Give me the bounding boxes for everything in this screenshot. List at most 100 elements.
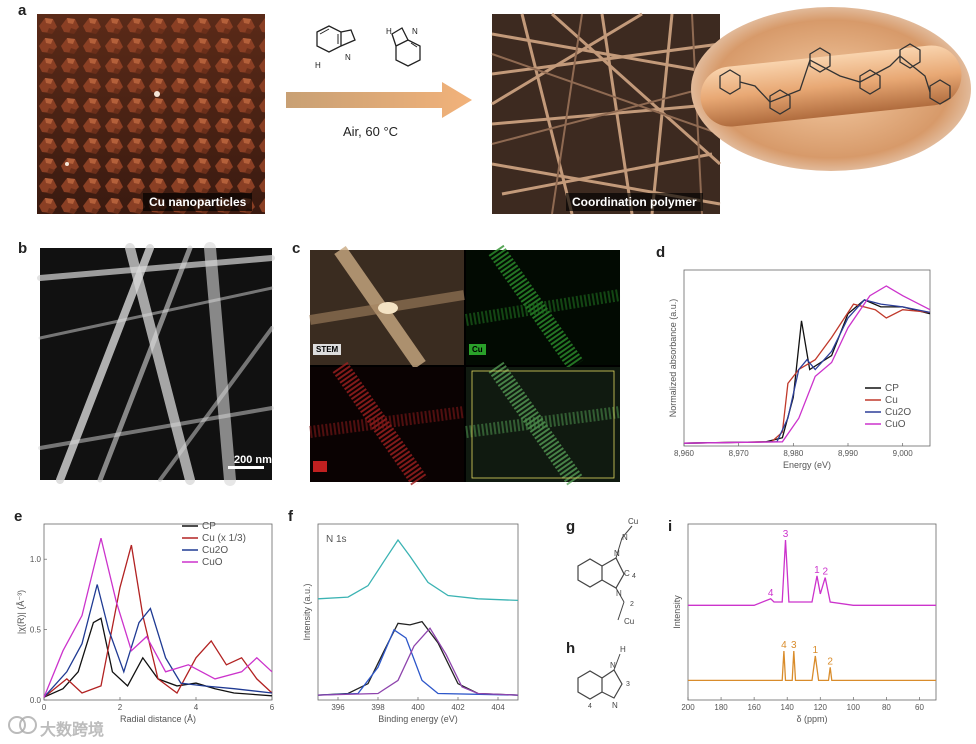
plot-frame — [43, 523, 273, 701]
legend-entry: CuO — [202, 557, 223, 568]
eds-overlay-tile — [465, 361, 621, 488]
peak-label: 3 — [791, 640, 797, 651]
series-line-0 — [688, 539, 936, 606]
eds-n-tile — [309, 361, 465, 488]
plot-frame — [687, 523, 937, 701]
series-line-1 — [43, 544, 273, 698]
tem-nanowires-image — [37, 242, 275, 486]
peak-label: 3 — [783, 529, 789, 540]
coordination-polymer-caption: Coordination polymer — [566, 193, 703, 211]
x-tick-label: 160 — [747, 703, 761, 712]
peak-label: 2 — [827, 656, 833, 667]
x-tick-label: 8,970 — [729, 449, 750, 458]
x-axis-label: δ (ppm) — [796, 714, 827, 724]
series-line-2 — [43, 584, 273, 698]
plot-frame — [683, 269, 931, 447]
series-line-1 — [688, 650, 936, 682]
atom-label: N — [610, 661, 616, 670]
xps-n1s-chart: 396 398 400 402 404 Binding energy (eV) Intens… — [302, 523, 519, 724]
eds-cu-tile — [465, 244, 621, 371]
x-tick-label: 80 — [882, 703, 891, 712]
svg-text:N: N — [345, 53, 351, 62]
series-line-3 — [683, 285, 931, 444]
x-tick-label: 8,960 — [674, 449, 695, 458]
panel-label-h: h — [566, 640, 576, 657]
svg-text:H: H — [315, 61, 321, 70]
x-tick-label: 100 — [847, 703, 861, 712]
atom-label: Cu — [624, 617, 634, 626]
y-axis-label: Intensity (a.u.) — [302, 583, 312, 640]
x-tick-label: 180 — [714, 703, 728, 712]
series-line-0 — [317, 538, 519, 602]
watermark-logo-icon — [8, 716, 37, 734]
peak-label: 4 — [781, 640, 787, 651]
atom-label: C — [624, 569, 630, 578]
atom-label: N — [616, 589, 622, 598]
atom-label: 3 — [626, 681, 630, 688]
x-tick-label: 2 — [118, 703, 123, 712]
legend-entry: Cu2O — [885, 407, 911, 418]
x-tick-label: 8,980 — [783, 449, 804, 458]
panel-label-c: c — [292, 240, 301, 257]
y-tick-label: 1.0 — [30, 555, 42, 564]
x-tick-label: 60 — [915, 703, 924, 712]
series-line-2 — [317, 628, 519, 696]
benzimidazole-structure-1: N H — [315, 25, 356, 70]
eds-overlay-tag — [469, 461, 475, 463]
x-tick-label: 400 — [411, 703, 425, 712]
atom-label: N — [612, 701, 618, 710]
xanes-chart: 8,960 8,970 8,980 8,990 9,000 Energy (eV) Norm… — [668, 269, 931, 470]
x-tick-label: 396 — [331, 703, 345, 712]
benzimidazole-structure-2: H N — [386, 27, 421, 67]
panel-label-e: e — [14, 508, 23, 525]
polymer-chain-zoom — [691, 7, 971, 171]
x-tick-label: 6 — [270, 703, 275, 712]
series-line-3 — [43, 537, 273, 698]
atom-label: 4 — [632, 573, 636, 580]
panel-label-b: b — [18, 240, 28, 257]
x-tick-label: 4 — [194, 703, 199, 712]
panel-label-i: i — [668, 518, 673, 535]
series-line-0 — [43, 617, 273, 698]
x-axis-label: Radial distance (Å) — [120, 714, 196, 724]
spectrum-label: N 1s — [326, 534, 347, 545]
x-tick-label: 402 — [451, 703, 465, 712]
legend-entry: CuO — [885, 419, 906, 430]
benzimidazole-numbered-structure: H N 3 N 4 — [577, 645, 630, 710]
coordinated-benzimidazole-structure: N Cu N C 4 N Cu 2 — [577, 517, 638, 626]
series-line-2 — [683, 299, 931, 444]
atom-label: N — [614, 549, 620, 558]
peak-label: 4 — [768, 588, 774, 599]
peak-label: 1 — [814, 565, 820, 576]
eds-cu-tag: Cu — [469, 344, 486, 355]
x-tick-label: 120 — [814, 703, 828, 712]
svg-text:N: N — [412, 27, 418, 36]
atom-label: N — [622, 533, 628, 542]
watermark-text: 大数跨境 — [40, 722, 105, 739]
x-tick-label: 9,000 — [893, 449, 914, 458]
x-axis-label: Binding energy (eV) — [378, 714, 458, 724]
atom-label: 2 — [630, 601, 634, 608]
cu-nanoparticles-image — [37, 14, 265, 214]
y-axis-label: Normalized absorbance (a.u.) — [668, 299, 678, 418]
x-axis-label: Energy (eV) — [783, 460, 831, 470]
series-line-1 — [317, 620, 519, 696]
legend-entry: Cu — [885, 395, 898, 406]
y-axis-label: |χ(R)| (Å⁻³) — [16, 590, 26, 634]
panel-label-d: d — [656, 244, 666, 261]
legend-entry: Cu2O — [202, 545, 228, 556]
legend-entry: CP — [885, 383, 899, 394]
atom-label: Cu — [628, 517, 638, 526]
legend-entry: Cu (x 1/3) — [202, 533, 246, 544]
nmr-chart: 200 180 160 140 120 100 80 60δ (ppm)Intensity43… — [672, 523, 937, 724]
y-tick-label: 0.5 — [30, 626, 42, 635]
eds-stem-tile — [309, 246, 465, 369]
panel-label-g: g — [566, 518, 576, 535]
series-line-3 — [317, 627, 519, 696]
reaction-arrow — [286, 82, 472, 118]
atom-label: 4 — [588, 703, 592, 710]
scale-bar-label: 200 nm — [234, 454, 272, 466]
plot-frame — [317, 523, 519, 701]
peak-label: 2 — [822, 567, 828, 578]
y-axis-label: Intensity — [672, 595, 682, 629]
